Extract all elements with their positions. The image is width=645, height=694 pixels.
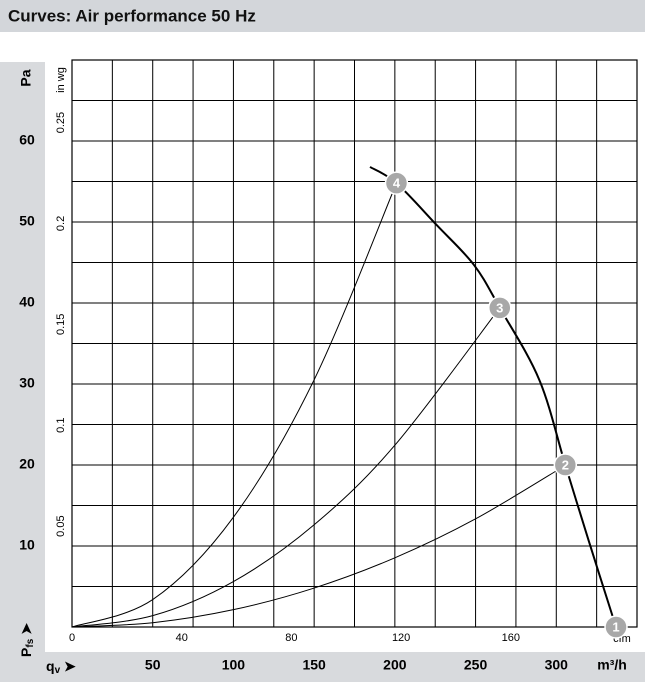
curve [369,166,617,628]
x-tick-label: 200 [383,657,407,673]
x2-tick-label: 80 [285,632,297,644]
y2-tick-label: 0.05 [55,515,67,536]
x-label: qv ➤ [46,658,76,676]
plot-frame [71,59,638,628]
operating-point-label: 3 [496,300,503,315]
y-label: Pfs ➤ [18,623,36,657]
x-tick-label: 300 [545,657,569,673]
operating-point [384,171,409,195]
operating-point-label: 4 [393,176,401,191]
x-tick-label: 50 [145,657,161,673]
x-tick-label: 150 [302,657,326,673]
curve [71,182,397,628]
grid [71,59,638,628]
y2-tick-label: 0.15 [55,314,67,335]
y2-unit: in wg [55,67,67,93]
x2-tick-label: 0 [69,632,75,644]
x2-tick-label: 120 [392,632,410,644]
header-bar [0,0,645,32]
y-label-main: P [18,648,34,657]
y-tick-label: 30 [19,375,35,391]
operating-point [488,296,512,320]
y-tick-label: 20 [19,456,35,472]
bottom-band [0,652,645,682]
y2-tick-label: 0.2 [55,216,67,231]
y-label-sub: fs [25,638,36,647]
arrow: ➤ [60,658,76,674]
y-unit: Pa [18,69,34,86]
curve [71,307,501,628]
x-tick-label: 250 [464,657,488,673]
operating-point-label: 1 [612,619,619,634]
y-tick-label: 40 [19,294,35,310]
x-label-sub: v [55,665,61,676]
operating-point [553,453,578,477]
x-unit: m³/h [597,657,627,673]
x-label-main: q [46,658,55,674]
x2-tick-label: 40 [176,632,188,644]
operating-point [604,615,628,639]
y-tick-label: 60 [19,132,35,148]
left-band [0,62,45,682]
y2-tick-label: 0.25 [55,112,67,133]
arrow: ➤ [18,623,34,639]
y-tick-label: 50 [19,213,35,229]
y-tick-label: 10 [19,537,35,553]
x2-tick-label: 160 [502,632,520,644]
title: Curves: Air performance 50 Hz [8,6,256,25]
x-tick-label: 100 [222,657,246,673]
operating-point-label: 2 [562,457,569,472]
curve [71,464,567,628]
y2-tick-label: 0.1 [55,418,67,433]
